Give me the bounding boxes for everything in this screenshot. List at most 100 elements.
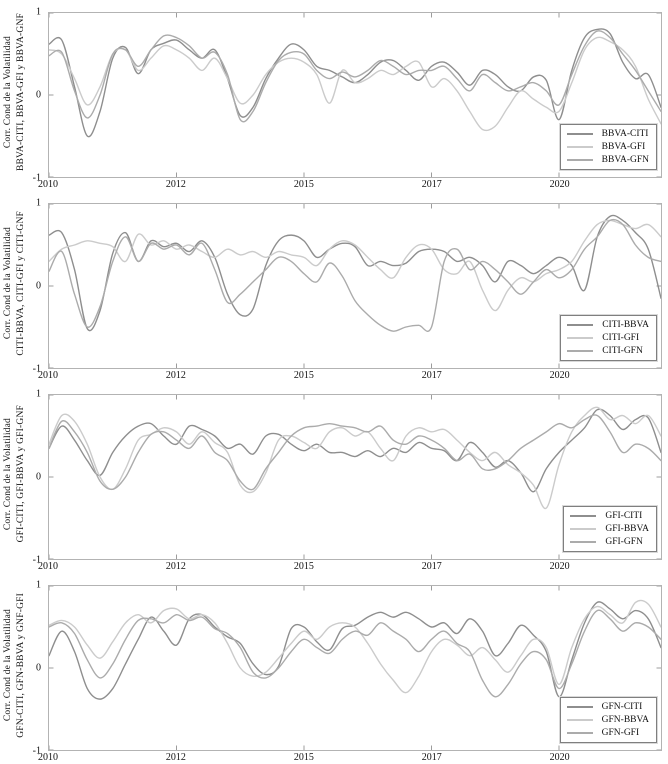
x-tick-label: 2012: [165, 752, 186, 763]
y-tick-label: 0: [36, 471, 41, 483]
legend-entry: CITI-GFI: [567, 332, 649, 344]
x-tick-labels: 2010 2012 2015 2017 2020: [38, 179, 662, 191]
series-line-gfi-gfn: [49, 415, 661, 490]
x-tick-label: 2015: [293, 561, 314, 572]
legend-label: CITI-GFN: [602, 346, 643, 356]
x-tick-labels: 2010 2012 2015 2017 2020: [38, 752, 662, 764]
y-tick-labels: 1 0 -1: [0, 198, 45, 375]
x-tick-label: 2017: [421, 561, 442, 572]
legend: GFN-CITI GFN-BBVA GFN-GFI: [559, 697, 657, 743]
x-tick-label: 2020: [549, 561, 570, 572]
legend-line-swatch: [570, 515, 597, 517]
legend-entry: BBVA-CITI: [566, 128, 649, 140]
y-tick-labels: 1 0 -1: [0, 580, 45, 757]
legend-entry: GFI-CITI: [570, 510, 649, 522]
series-line-gfi-citi: [49, 409, 661, 492]
series-line-gfn-gfi: [49, 610, 661, 697]
x-tick-label: 2012: [165, 370, 186, 381]
legend: GFI-CITI GFI-BBVA GFI-GFN: [563, 506, 657, 552]
y-tick-label: -1: [32, 745, 41, 757]
y-tick-label: 1: [36, 6, 41, 18]
legend: CITI-BBVA CITI-GFI CITI-GFN: [560, 315, 657, 361]
legend-line-swatch: [566, 719, 593, 721]
legend-entry: GFN-GFI: [566, 727, 649, 739]
subplot-gfi: Corr. Cond de la Volatilidad GFI-CITI, G…: [0, 382, 668, 573]
x-tick-label: 2017: [421, 752, 442, 763]
series-line-citi-gfn: [49, 220, 661, 332]
series-line-citi-bbva: [49, 215, 661, 330]
legend-label: GFI-BBVA: [605, 524, 649, 534]
x-tick-labels: 2010 2012 2015 2017 2020: [38, 561, 662, 573]
series-line-gfi-bbva: [49, 407, 661, 508]
y-tick-label: 1: [36, 388, 41, 400]
plot-area: [48, 203, 662, 369]
legend-line-swatch: [567, 324, 594, 326]
legend-entry: GFN-BBVA: [566, 714, 649, 726]
legend-line-swatch: [567, 350, 594, 352]
subplot-gfn: Corr. Cond de la Volatilidad GFN-CITI, G…: [0, 573, 668, 764]
y-tick-labels: 1 0 -1: [0, 389, 45, 566]
legend-line-swatch: [570, 541, 597, 543]
legend-label: GFN-CITI: [601, 702, 643, 712]
series-line-gfn-citi: [49, 602, 661, 699]
y-tick-label: 1: [36, 197, 41, 209]
x-tick-labels: 2010 2012 2015 2017 2020: [38, 370, 662, 382]
x-tick-label: 2010: [38, 370, 58, 381]
line-plot-canvas: [49, 395, 661, 559]
series-line-citi-gfi: [49, 220, 661, 310]
legend-label: BBVA-GFI: [601, 142, 646, 152]
x-tick-label: 2015: [293, 179, 314, 190]
legend-line-swatch: [566, 706, 593, 708]
legend-entry: BBVA-GFI: [566, 141, 649, 153]
y-tick-label: 0: [36, 280, 41, 292]
legend-entry: BBVA-GFN: [566, 154, 649, 166]
legend-line-swatch: [570, 528, 597, 530]
legend-label: BBVA-GFN: [601, 155, 649, 165]
legend-label: GFI-CITI: [605, 511, 643, 521]
legend-line-swatch: [566, 133, 593, 135]
series-line-bbva-gfn: [49, 31, 661, 122]
x-tick-label: 2012: [165, 561, 186, 572]
plot-area: [48, 394, 662, 560]
legend: BBVA-CITI BBVA-GFI BBVA-GFN: [559, 124, 657, 170]
x-tick-label: 2012: [165, 179, 186, 190]
legend-entry: CITI-BBVA: [567, 319, 649, 331]
x-tick-label: 2015: [293, 370, 314, 381]
x-tick-label: 2010: [38, 179, 58, 190]
x-tick-label: 2017: [421, 370, 442, 381]
legend-entry: GFI-BBVA: [570, 523, 649, 535]
y-tick-label: 0: [36, 89, 41, 101]
y-tick-label: 0: [36, 662, 41, 674]
x-tick-label: 2010: [38, 752, 58, 763]
y-tick-label: 1: [36, 579, 41, 591]
series-line-bbva-gfi: [49, 37, 661, 130]
legend-line-swatch: [566, 732, 593, 734]
legend-label: BBVA-CITI: [601, 129, 649, 139]
x-tick-label: 2020: [549, 370, 570, 381]
legend-label: GFN-GFI: [601, 728, 640, 738]
x-tick-label: 2010: [38, 561, 58, 572]
legend-label: GFN-BBVA: [601, 715, 649, 725]
line-plot-canvas: [49, 586, 661, 750]
x-tick-label: 2015: [293, 752, 314, 763]
legend-entry: CITI-GFN: [567, 345, 649, 357]
legend-label: CITI-GFI: [602, 333, 640, 343]
x-tick-label: 2020: [549, 179, 570, 190]
y-tick-label: -1: [32, 172, 41, 184]
x-tick-label: 2020: [549, 752, 570, 763]
y-tick-label: -1: [32, 363, 41, 375]
legend-line-swatch: [566, 146, 593, 148]
legend-entry: GFI-GFN: [570, 536, 649, 548]
legend-line-swatch: [566, 159, 593, 161]
line-plot-canvas: [49, 13, 661, 177]
x-tick-label: 2017: [421, 179, 442, 190]
legend-line-swatch: [567, 337, 594, 339]
legend-entry: GFN-CITI: [566, 701, 649, 713]
y-tick-label: -1: [32, 554, 41, 566]
legend-label: GFI-GFN: [605, 537, 643, 547]
line-plot-canvas: [49, 204, 661, 368]
subplot-citi: Corr. Cond de la Volatilidad CITI-BBVA, …: [0, 191, 668, 382]
subplot-bbva: Corr. Cond de la Volatilidad BBVA-CITI, …: [0, 0, 668, 191]
series-line-gfn-bbva: [49, 600, 661, 692]
